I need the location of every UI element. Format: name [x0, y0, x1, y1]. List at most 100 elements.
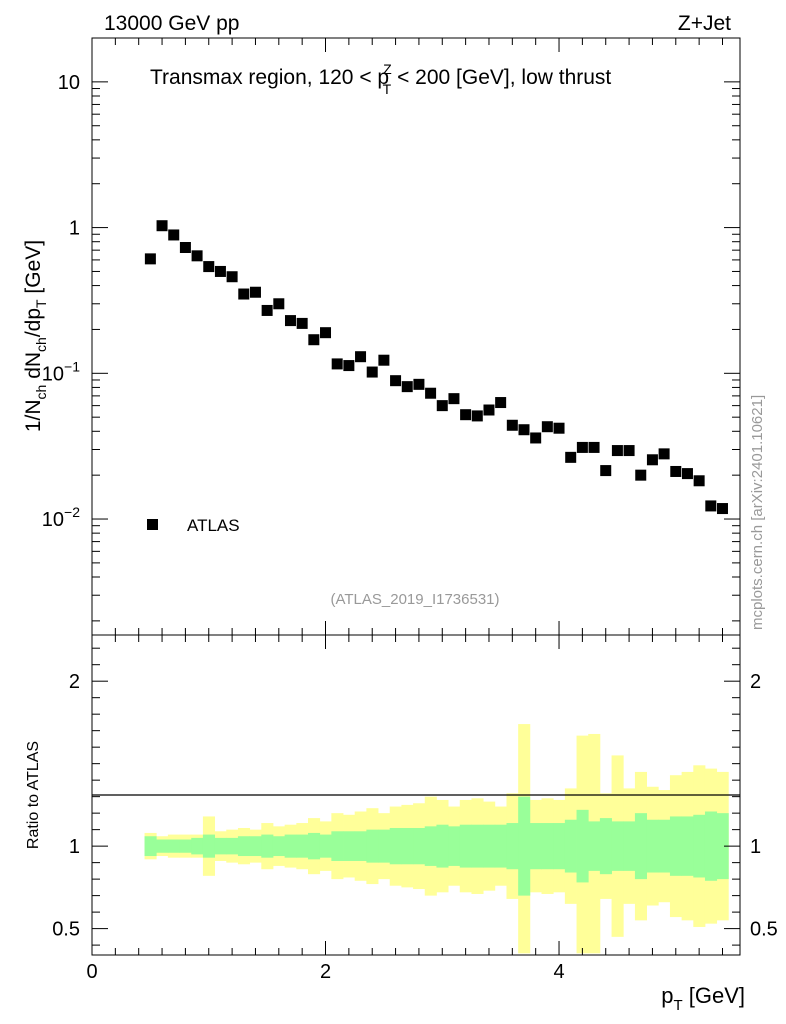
x-tick-label: 2: [320, 961, 331, 983]
ratio-band-stat: [518, 796, 531, 896]
x-tick-label: 4: [553, 961, 564, 983]
data-point: [214, 265, 226, 277]
ratio-band-stat: [308, 832, 321, 860]
data-point: [681, 468, 693, 480]
data-point: [553, 422, 565, 434]
ratio-band-stat: [564, 819, 577, 873]
main-y-tick-labels: 10 1 10−1 10−2: [42, 72, 80, 531]
data-point: [611, 445, 623, 457]
ratio-band-stat: [716, 813, 729, 880]
ratio-band-stat: [436, 824, 449, 868]
data-point: [168, 229, 180, 241]
y-tick-label-ratio: 2: [69, 671, 80, 693]
ratio-band-stat: [226, 837, 239, 855]
plot-title: Transmax region, 120 < pZ T < 200 [GeV], …: [150, 61, 611, 97]
ratio-bands: [144, 724, 729, 954]
collision-label: 13000 GeV pp: [104, 12, 239, 35]
data-point: [436, 400, 448, 412]
data-point: [541, 421, 553, 433]
ratio-band-stat: [284, 834, 297, 858]
data-point: [343, 360, 355, 372]
y-tick-label-main: 10−2: [42, 504, 80, 531]
ratio-panel: 0.5 0.5 1 1 2 2 0 2 4 Ratio to ATLAS: [25, 634, 778, 983]
ratio-band-stat: [366, 829, 379, 863]
data-point: [635, 469, 647, 481]
data-point: [460, 409, 472, 421]
y-tick-label-ratio-right: 2: [750, 671, 761, 693]
ratio-band-stat: [623, 821, 636, 871]
data-point: [249, 286, 261, 298]
ratio-band-stat: [343, 831, 356, 861]
data-point: [191, 250, 203, 262]
legend-label: ATLAS: [187, 516, 240, 535]
data-point: [448, 393, 460, 405]
data-point: [401, 381, 413, 393]
data-point: [390, 375, 402, 387]
ratio-band-stat: [553, 823, 566, 870]
analysis-id: (ATLAS_2019_I1736531): [330, 591, 499, 608]
ratio-band-stat: [681, 816, 694, 876]
main-axis-ticks: [91, 37, 740, 635]
ratio-band-stat: [611, 821, 624, 871]
ratio-band-stat: [483, 824, 496, 868]
ratio-band-stat: [529, 823, 542, 870]
x-tick-label: 0: [86, 961, 97, 983]
data-point: [693, 475, 705, 487]
ratio-band-stat: [506, 823, 519, 870]
data-point: [646, 454, 658, 466]
data-point: [144, 253, 156, 265]
y-tick-label-main: 10: [58, 72, 80, 94]
ratio-band-stat: [646, 819, 659, 873]
data-point: [156, 220, 168, 232]
ratio-band-stat: [191, 837, 204, 855]
data-point: [600, 465, 612, 477]
ratio-band-stat: [634, 813, 647, 880]
y-axis-label-ratio: Ratio to ATLAS: [25, 741, 42, 849]
data-point: [378, 354, 390, 366]
ratio-band-stat: [389, 827, 402, 865]
data-point: [355, 351, 367, 363]
ratio-band-stat: [424, 826, 437, 866]
data-point: [576, 441, 588, 453]
data-point: [203, 261, 215, 273]
ratio-y-tick-labels: 0.5 0.5 1 1 2 2: [52, 671, 778, 940]
ratio-band-stat: [144, 836, 157, 857]
x-tick-labels: 0 2 4: [86, 961, 564, 983]
data-point: [483, 404, 495, 416]
ratio-band-stat: [459, 824, 472, 868]
main-plot-frame: [91, 37, 741, 636]
ratio-band-stat: [354, 831, 367, 861]
data-point: [320, 327, 332, 339]
ratio-band-stat: [296, 834, 309, 858]
ratio-band-stat: [378, 829, 391, 863]
ratio-band-stat: [261, 834, 274, 858]
legend-marker: [147, 519, 158, 530]
ratio-band-stat: [167, 839, 180, 853]
data-point: [425, 387, 437, 399]
main-panel: 10 1 10−1 10−2 Transmax region, 120 < pZ T <…: [22, 37, 741, 636]
ratio-band-stat: [599, 818, 612, 875]
data-point: [413, 378, 425, 390]
data-point: [623, 445, 635, 457]
ratio-band-stat: [541, 823, 554, 870]
data-points: [144, 220, 728, 515]
data-point: [284, 315, 296, 327]
data-point: [308, 334, 320, 346]
y-axis-label-main: 1/Nch dNch/dpT [GeV]: [22, 240, 49, 432]
ratio-band-stat: [471, 824, 484, 868]
data-point: [530, 432, 542, 444]
data-point: [261, 304, 273, 316]
data-point: [179, 242, 191, 254]
y-tick-label-main: 10−1: [42, 358, 80, 385]
ratio-band-stat: [179, 839, 192, 853]
y-tick-label-ratio: 1: [69, 836, 80, 858]
data-point: [716, 503, 728, 515]
ratio-band-stat: [202, 834, 215, 858]
ratio-band-stat: [704, 811, 718, 881]
source-watermark: mcplots.cern.ch [arXiv:2401.10621]: [749, 395, 766, 630]
ratio-band-stat: [401, 827, 414, 865]
data-point: [588, 441, 600, 453]
ratio-band-stat: [237, 836, 251, 857]
data-point: [331, 358, 343, 370]
